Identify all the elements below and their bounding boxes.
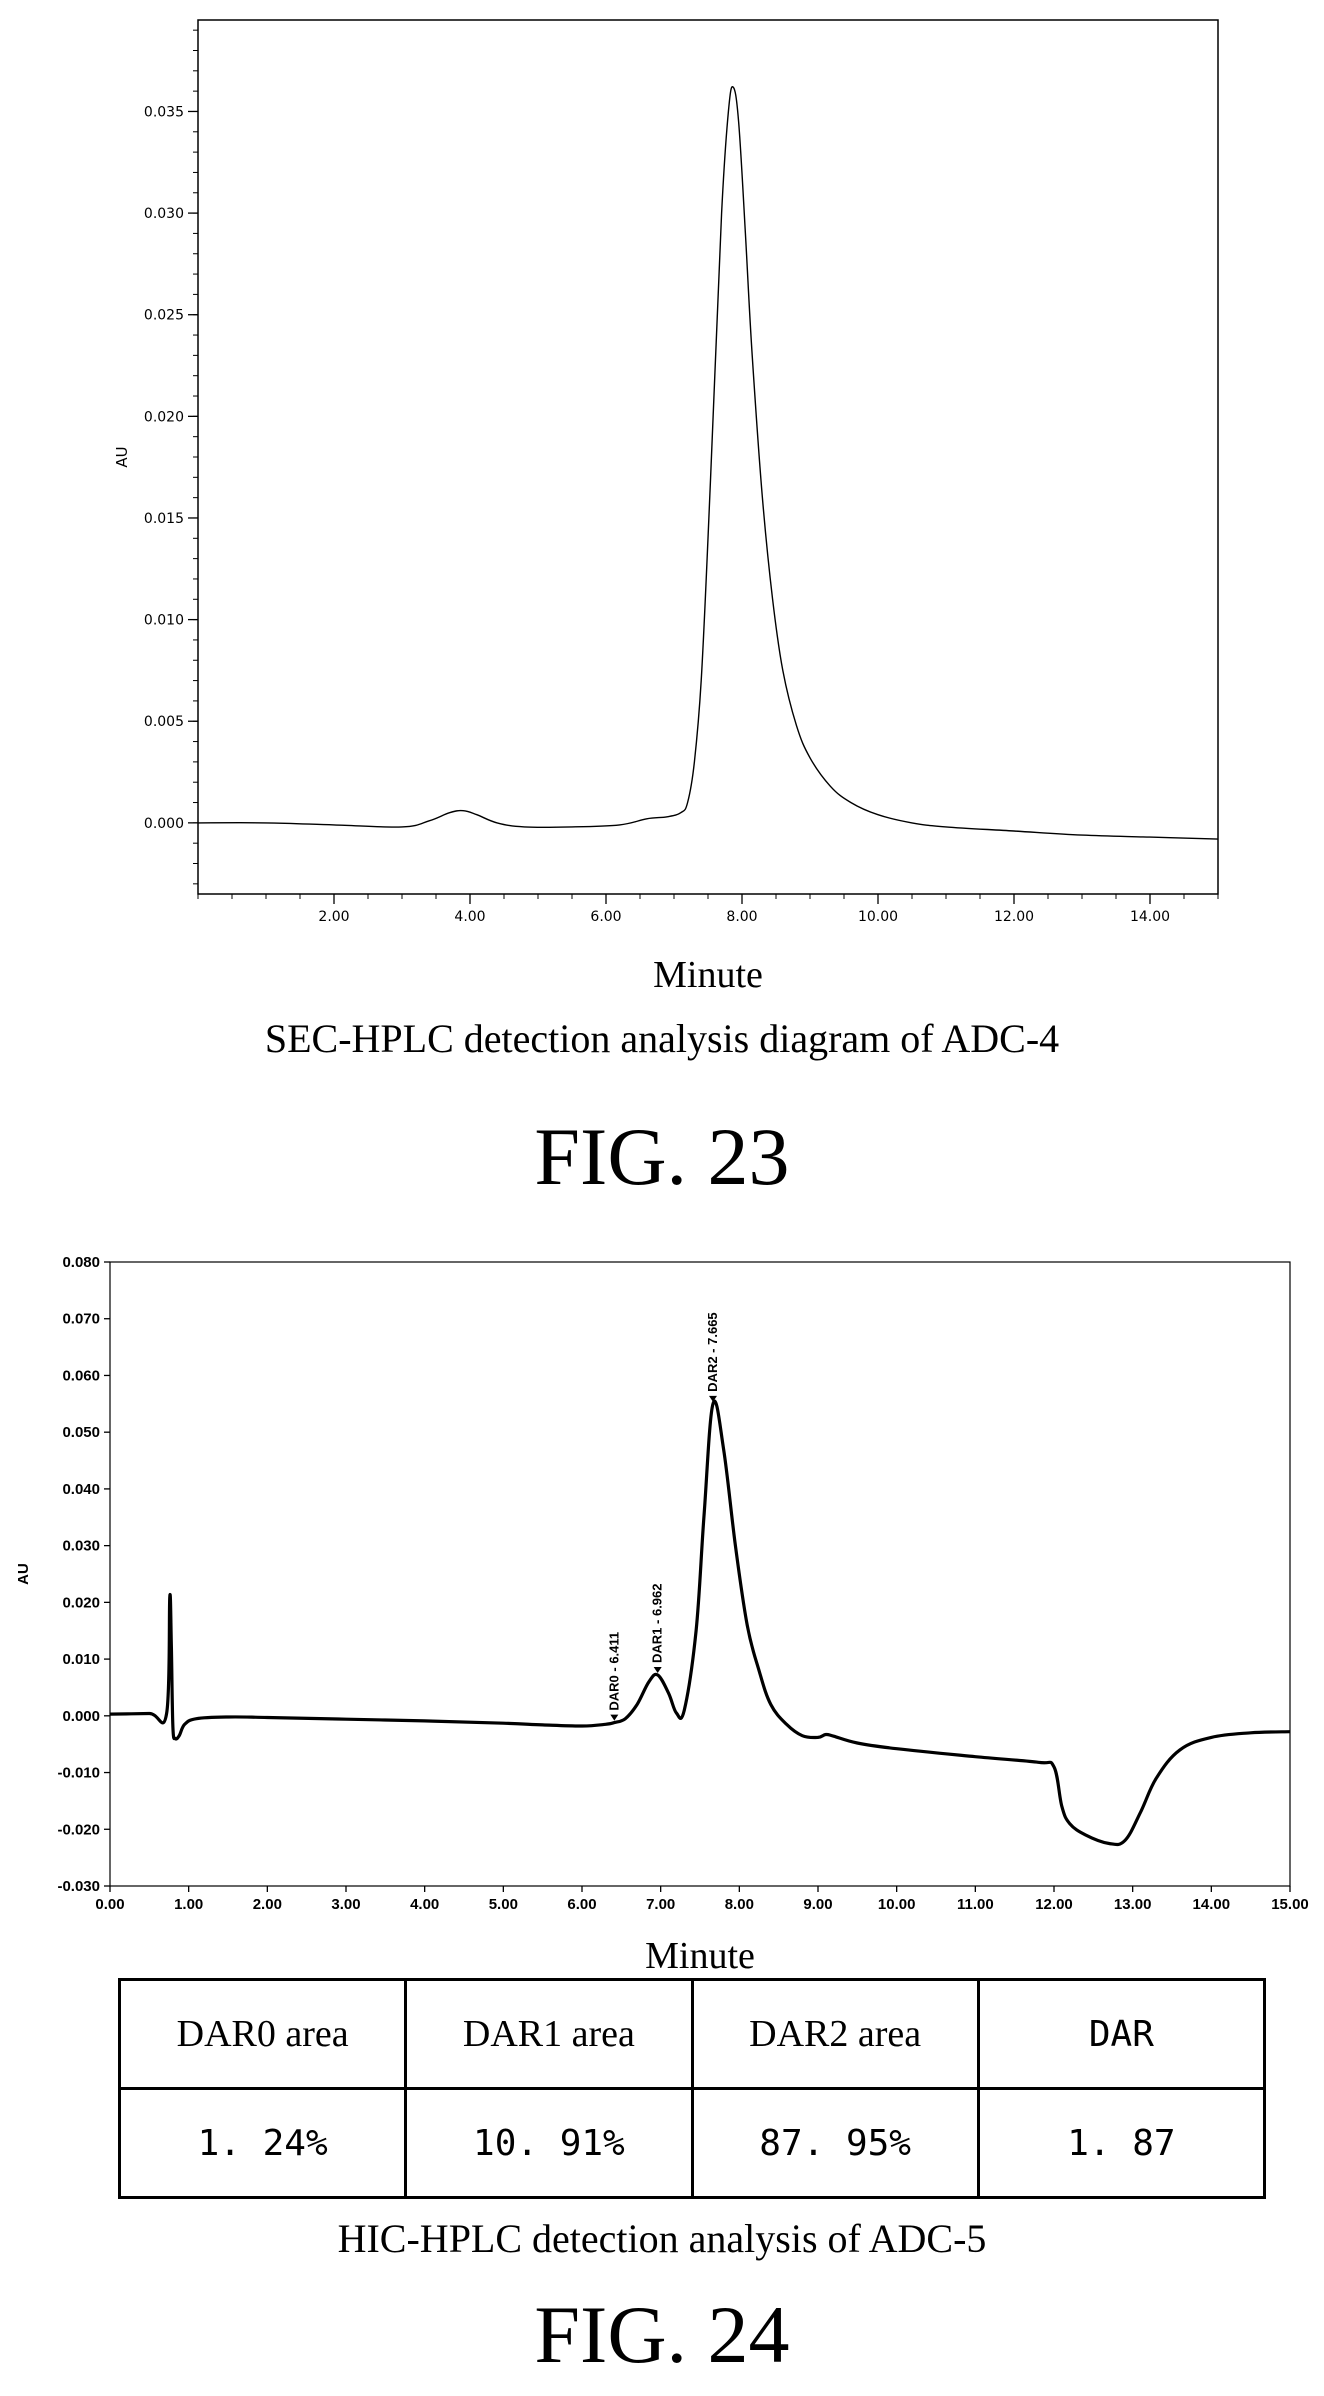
y-tick-label: 0.010 xyxy=(144,613,184,629)
x-tick-label: 8.00 xyxy=(725,1896,754,1913)
y-axis-title: AU xyxy=(113,446,131,467)
peak-marker xyxy=(653,1666,662,1673)
dar-header: DAR xyxy=(976,1978,1267,2090)
x-tick-label: 4.00 xyxy=(454,909,485,925)
x-tick-label: 14.00 xyxy=(1130,909,1170,925)
x-tick-label: 5.00 xyxy=(489,1896,518,1913)
peak-label: DAR2 - 7.665 xyxy=(705,1312,720,1391)
y-tick-label: 0.040 xyxy=(62,1481,100,1498)
peak-label: DAR1 - 6.962 xyxy=(650,1583,665,1662)
dar2-area-header: DAR2 area xyxy=(690,1978,980,2090)
hic-hplc-chart: -0.030 -0.020 -0.010 0.000 0.010 0.020 0.030 0.… xyxy=(15,1254,1309,1977)
dar2-area-value: 87. 95% xyxy=(690,2087,980,2199)
fig23-caption: SEC-HPLC detection analysis diagram of A… xyxy=(264,1016,1060,1061)
y-tick-label: -0.010 xyxy=(57,1765,100,1782)
dar0-area-header: DAR0 area xyxy=(117,1978,408,2090)
x-tick-label: 3.00 xyxy=(331,1896,360,1913)
y-tick-label: 0.035 xyxy=(144,104,184,120)
x-tick-label: 12.00 xyxy=(994,909,1034,925)
dar0-area-value: 1. 24% xyxy=(117,2087,408,2199)
y-tick-label: 0.020 xyxy=(62,1594,100,1611)
x-tick-label: 10.00 xyxy=(858,909,898,925)
x-tick-label: 6.00 xyxy=(590,909,621,925)
x-axis-title: Minute xyxy=(653,954,763,996)
dar-value: 1. 87 xyxy=(976,2087,1267,2199)
y-tick-label: -0.030 xyxy=(57,1878,100,1895)
fig24-label: FIG. 24 xyxy=(534,2289,790,2380)
x-tick-label: 6.00 xyxy=(567,1896,596,1913)
x-tick-label: 12.00 xyxy=(1035,1896,1073,1913)
x-tick-label: 2.00 xyxy=(318,909,349,925)
dar-table: DAR0 area DAR1 area DAR2 area DAR 1. 24%… xyxy=(117,1978,1267,2199)
y-tick-label: 0.000 xyxy=(144,816,184,832)
fig23-label: FIG. 23 xyxy=(534,1111,790,1202)
y-tick-label: 0.030 xyxy=(62,1538,100,1555)
y-axis-title: AU xyxy=(15,1563,32,1585)
y-tick-label: 0.070 xyxy=(62,1311,100,1328)
y-tick-label: 0.020 xyxy=(144,409,184,425)
x-tick-label: 2.00 xyxy=(253,1896,282,1913)
y-tick-label: 0.005 xyxy=(144,714,184,730)
x-tick-label: 14.00 xyxy=(1193,1896,1231,1913)
x-tick-label: 13.00 xyxy=(1114,1896,1152,1913)
peak-marker xyxy=(708,1395,717,1402)
y-tick-label: -0.020 xyxy=(57,1821,100,1838)
x-tick-label: 10.00 xyxy=(878,1896,916,1913)
x-axis-title: Minute xyxy=(645,1935,755,1977)
y-tick-label: 0.000 xyxy=(62,1708,100,1725)
x-tick-label: 1.00 xyxy=(174,1896,203,1913)
y-tick-label: 0.030 xyxy=(144,206,184,222)
y-tick-label: 0.015 xyxy=(144,511,184,527)
x-tick-label: 9.00 xyxy=(803,1896,832,1913)
fig24-caption: HIC-HPLC detection analysis of ADC-5 xyxy=(337,2216,987,2261)
x-tick-label: 7.00 xyxy=(646,1896,675,1913)
x-tick-label: 4.00 xyxy=(410,1896,439,1913)
dar-table-value-row: 1. 24% 10. 91% 87. 95% 1. 87 xyxy=(117,2087,1267,2199)
y-tick-label: 0.060 xyxy=(62,1367,100,1384)
y-tick-label: 0.050 xyxy=(62,1424,100,1441)
sec-hplc-chart: 0.000 0.005 0.010 0.015 0.020 0.025 0.030 0.035… xyxy=(113,19,1219,996)
peak-marker xyxy=(610,1714,619,1721)
x-tick-label: 8.00 xyxy=(726,909,757,925)
y-tick-label: 0.080 xyxy=(62,1254,100,1271)
x-tick-label: 11.00 xyxy=(957,1896,994,1913)
plot-frame xyxy=(197,19,1219,895)
plot-frame xyxy=(109,1261,1291,1887)
x-tick-label: 15.00 xyxy=(1271,1896,1309,1913)
dar-table-header-row: DAR0 area DAR1 area DAR2 area DAR xyxy=(117,1978,1267,2090)
dar1-area-header: DAR1 area xyxy=(404,1978,694,2090)
x-tick-label: 0.00 xyxy=(95,1896,124,1913)
series-line xyxy=(109,1399,1291,1847)
y-tick-label: 0.010 xyxy=(62,1651,100,1668)
y-tick-label: 0.025 xyxy=(144,308,184,324)
peak-label: DAR0 - 6.411 xyxy=(606,1632,621,1711)
dar1-area-value: 10. 91% xyxy=(404,2087,694,2199)
series-line xyxy=(197,85,1219,840)
